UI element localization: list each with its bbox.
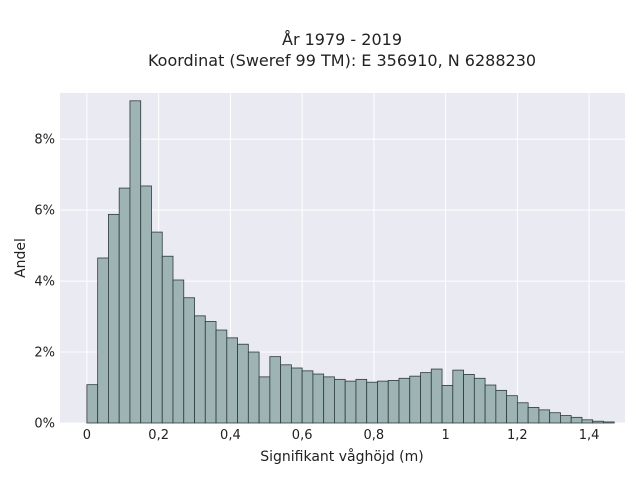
histogram-bar-44 (560, 415, 572, 424)
histogram-bar-30 (409, 375, 421, 424)
histogram-bar-32 (430, 368, 443, 424)
histogram-bar-21 (312, 373, 325, 424)
histogram-bar-2 (108, 213, 120, 424)
histogram-bar-17 (269, 356, 282, 424)
histogram-bar-48 (603, 421, 615, 424)
histogram-bar-4 (129, 100, 142, 424)
histogram-bar-7 (161, 255, 174, 424)
histogram-bar-34 (452, 369, 464, 424)
y-axis-label: Andel (13, 238, 29, 278)
histogram-bars (86, 100, 615, 424)
histogram-bar-14 (237, 343, 249, 424)
x-tick-label-3: 0,6 (292, 428, 313, 443)
histogram-bar-47 (592, 420, 604, 424)
x-tick-label-6: 1,2 (507, 428, 528, 443)
histogram-bar-1 (97, 257, 109, 424)
histogram-bar-9 (183, 297, 195, 424)
histogram-bar-40 (516, 402, 529, 424)
histogram-bar-28 (387, 380, 400, 424)
histogram-bar-26 (366, 381, 378, 424)
histogram-bar-33 (441, 384, 454, 424)
histogram-bar-36 (473, 377, 486, 424)
histogram-bar-41 (527, 406, 540, 424)
histogram-bar-35 (463, 373, 475, 424)
y-tick-label-0: 0% (34, 417, 55, 432)
histogram-bar-45 (570, 416, 583, 424)
histogram-bar-23 (334, 378, 346, 424)
y-axis-ticks: 0% 2% 4% 6% 8% (34, 133, 55, 432)
x-tick-label-2: 0,4 (220, 428, 241, 443)
histogram-bar-8 (172, 279, 185, 424)
histogram-bar-6 (151, 231, 163, 424)
y-tick-label-1: 2% (34, 346, 55, 361)
histogram-bar-0 (86, 384, 99, 424)
x-tick-label-5: 1 (441, 428, 449, 443)
y-tick-label-2: 4% (34, 275, 55, 290)
histogram-bar-27 (377, 380, 389, 424)
histogram-bar-22 (323, 376, 335, 424)
histogram-bar-46 (581, 419, 594, 424)
histogram-bar-25 (355, 378, 368, 424)
x-tick-label-1: 0,2 (148, 428, 169, 443)
histogram-bar-16 (258, 376, 271, 424)
histogram-bar-15 (247, 351, 260, 424)
histogram-bar-10 (194, 315, 206, 424)
histogram-bar-24 (344, 380, 357, 424)
histogram-bar-13 (226, 337, 238, 424)
histogram-bar-31 (420, 372, 432, 424)
histogram-bar-38 (495, 389, 508, 424)
x-tick-label-0: 0 (83, 428, 91, 443)
histogram-bar-19 (290, 367, 303, 424)
x-axis-ticks: 0 0,2 0,4 0,6 0,8 1 1,2 1,4 (83, 428, 600, 443)
histogram-bar-43 (549, 412, 561, 424)
histogram-bar-20 (301, 370, 314, 424)
histogram-bar-37 (484, 384, 497, 424)
histogram-bar-12 (215, 329, 228, 424)
x-axis-label: Signifikant våghöjd (m) (260, 448, 423, 465)
histogram-bar-11 (204, 321, 217, 424)
histogram-bar-18 (280, 364, 292, 424)
y-tick-label-4: 8% (34, 133, 55, 148)
y-tick-label-3: 6% (34, 204, 55, 219)
histogram-bar-39 (506, 395, 518, 424)
x-tick-label-7: 1,4 (579, 428, 600, 443)
chart-title-line1: År 1979 - 2019 (282, 30, 402, 49)
chart-title-line2: Koordinat (Sweref 99 TM): E 356910, N 62… (148, 51, 536, 70)
histogram-bar-3 (118, 187, 131, 424)
x-tick-label-4: 0,8 (364, 428, 385, 443)
histogram-bar-42 (538, 409, 551, 424)
histogram-bar-29 (398, 377, 411, 424)
histogram-bar-5 (140, 185, 152, 424)
